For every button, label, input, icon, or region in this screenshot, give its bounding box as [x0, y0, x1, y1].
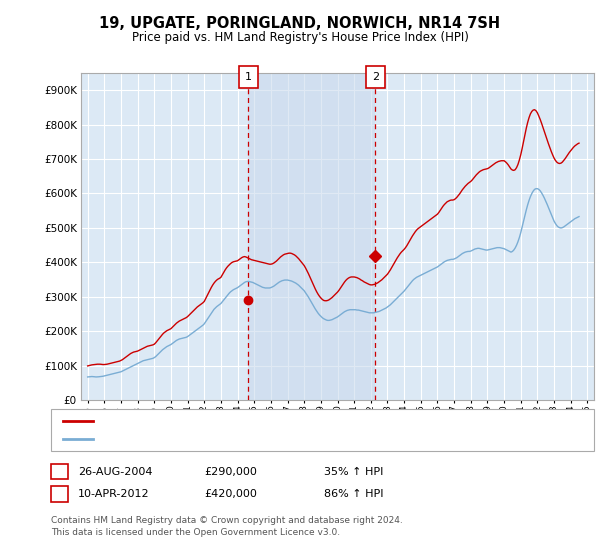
Text: 86% ↑ HPI: 86% ↑ HPI — [324, 489, 383, 499]
Text: 19, UPGATE, PORINGLAND, NORWICH, NR14 7SH: 19, UPGATE, PORINGLAND, NORWICH, NR14 7S… — [100, 16, 500, 31]
FancyBboxPatch shape — [366, 66, 385, 87]
Text: HPI: Average price, detached house, South Norfolk: HPI: Average price, detached house, Sout… — [102, 434, 354, 444]
Text: 26-AUG-2004: 26-AUG-2004 — [78, 466, 152, 477]
Text: 2: 2 — [56, 489, 63, 499]
Text: Contains HM Land Registry data © Crown copyright and database right 2024.
This d: Contains HM Land Registry data © Crown c… — [51, 516, 403, 537]
Text: £420,000: £420,000 — [204, 489, 257, 499]
Text: 1: 1 — [56, 466, 63, 477]
Text: 1: 1 — [245, 72, 252, 82]
Text: 19, UPGATE, PORINGLAND, NORWICH, NR14 7SH (detached house): 19, UPGATE, PORINGLAND, NORWICH, NR14 7S… — [102, 416, 436, 426]
Text: 10-APR-2012: 10-APR-2012 — [78, 489, 149, 499]
Bar — [248, 73, 376, 400]
Text: Price paid vs. HM Land Registry's House Price Index (HPI): Price paid vs. HM Land Registry's House … — [131, 31, 469, 44]
Text: £290,000: £290,000 — [204, 466, 257, 477]
FancyBboxPatch shape — [239, 66, 257, 87]
Text: 35% ↑ HPI: 35% ↑ HPI — [324, 466, 383, 477]
Text: 2: 2 — [372, 72, 379, 82]
